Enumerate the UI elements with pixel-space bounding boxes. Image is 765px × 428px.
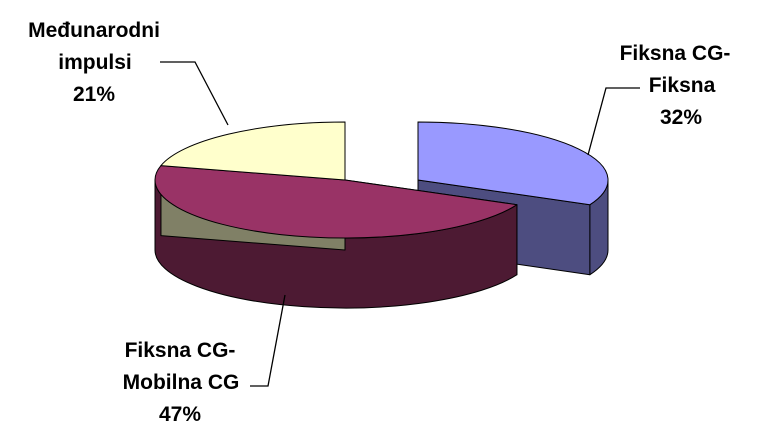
slice-percent: 32% [660, 106, 702, 129]
slice-label-line-1: Fiksna CG- [620, 42, 731, 65]
leader-line-0 [587, 87, 640, 156]
label-fiksna-mobilna: Fiksna CG- Mobilna CG 47% [123, 339, 240, 426]
pie-slice-1 [154, 165, 518, 239]
pie-tops [154, 121, 609, 239]
leader-line-1 [250, 294, 286, 387]
leader-line-2 [160, 61, 229, 126]
label-fiksna-fiksna: Fiksna CG- Fiksna 32% [620, 42, 731, 129]
slice-label-line-2: Mobilna CG [123, 371, 240, 394]
label-medjunarodni: Međunarodni impulsi 21% [28, 19, 160, 106]
slice-label-line-1: Međunarodni [28, 19, 160, 42]
pie-slice-0 [417, 121, 609, 206]
slice-percent: 47% [159, 403, 201, 426]
slice-label-line-2: Fiksna [649, 74, 716, 97]
slice-label-line-1: Fiksna CG- [125, 339, 236, 362]
slice-percent: 21% [73, 83, 115, 106]
pie-slice-2 [160, 121, 346, 181]
slice-label-line-2: impulsi [58, 51, 132, 74]
leader-lines [160, 61, 640, 387]
